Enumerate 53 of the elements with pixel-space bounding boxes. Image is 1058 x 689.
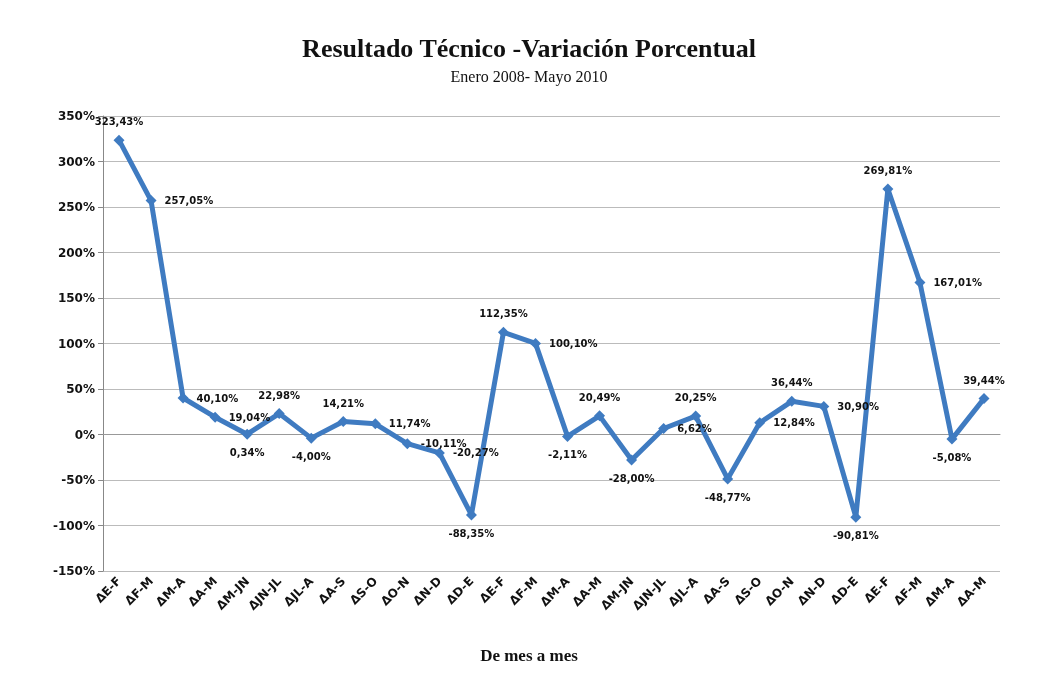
point <box>754 417 766 429</box>
data-label: 112,35% <box>479 308 528 320</box>
data-label: 20,49% <box>578 391 621 403</box>
y-tick-label: 200% <box>57 245 95 260</box>
x-axis-title: De mes a mes <box>480 646 579 665</box>
data-label: -5,08% <box>932 452 972 464</box>
data-label: -4,00% <box>291 451 331 463</box>
data-label: 11,74% <box>388 418 431 430</box>
y-tick-label: 250% <box>57 200 95 214</box>
data-label: 257,05% <box>164 195 214 207</box>
point <box>594 410 606 422</box>
chart-subtitle: Enero 2008- Mayo 2010 <box>450 67 608 86</box>
point <box>305 432 317 444</box>
y-tick-label: 100% <box>57 336 95 351</box>
data-label: -90,81% <box>832 530 879 542</box>
data-label: -48,77% <box>704 491 751 503</box>
y-tick-label: -50% <box>61 473 95 487</box>
data-label: 40,10% <box>196 392 239 404</box>
y-tick-label: 50% <box>66 382 95 396</box>
point <box>241 428 253 440</box>
data-label: 323,43% <box>94 116 144 128</box>
point <box>626 454 638 466</box>
data-label: 167,01% <box>933 277 983 289</box>
data-label: 19,04% <box>228 411 271 423</box>
data-label: -88,35% <box>448 527 495 539</box>
y-tick-label: 0% <box>74 427 95 442</box>
point <box>658 422 670 434</box>
point <box>690 410 702 422</box>
point <box>562 430 574 442</box>
y-tick-label: 150% <box>57 291 95 305</box>
data-label: 39,44% <box>963 374 1005 386</box>
y-tick-label: 300% <box>57 154 95 169</box>
y-tick-label: 350% <box>57 109 95 123</box>
data-label: 269,81% <box>863 164 913 176</box>
chart-title: Resultado Técnico -Variación Porcentual <box>302 33 756 63</box>
data-label: -2,11% <box>548 449 587 461</box>
data-label: -28,00% <box>608 472 655 484</box>
point <box>529 337 541 349</box>
point <box>113 134 125 146</box>
data-label: 12,84% <box>773 417 815 429</box>
point <box>401 438 413 450</box>
point <box>209 411 221 423</box>
data-label: 14,21% <box>322 397 365 409</box>
point <box>978 393 990 405</box>
point <box>722 473 734 485</box>
data-label: 0,34% <box>229 447 265 459</box>
data-label: 20,25% <box>674 392 717 404</box>
data-label: 36,44% <box>770 377 813 389</box>
y-tick-label: -150% <box>52 564 95 578</box>
y-tick-label: -100% <box>52 518 95 533</box>
point <box>273 408 285 420</box>
data-label: 100,10% <box>548 337 598 349</box>
data-label: 22,98% <box>258 389 301 401</box>
